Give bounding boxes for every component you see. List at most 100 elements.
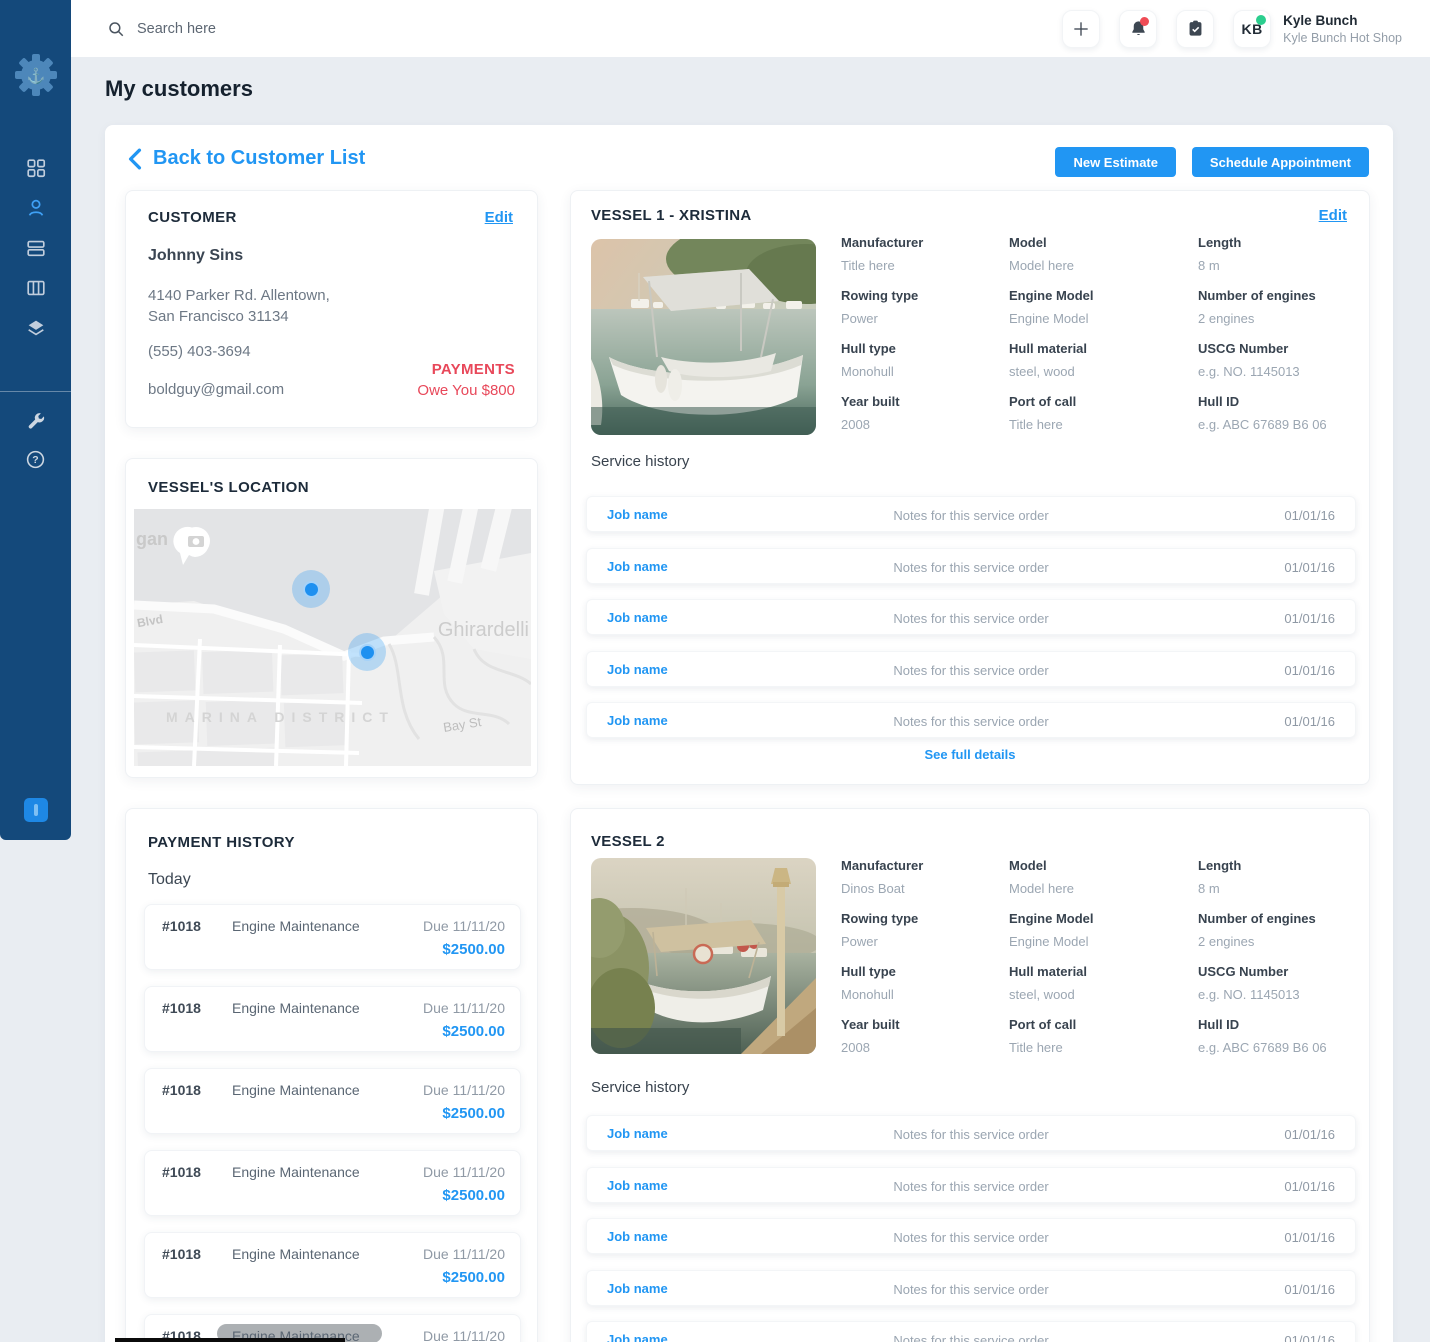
service-row[interactable]: Job name Notes for this service order 01… bbox=[586, 496, 1356, 532]
see-full-details-link[interactable]: See full details bbox=[924, 747, 1016, 762]
service-date: 01/01/16 bbox=[1284, 1230, 1335, 1245]
spec-cell: Manufacturer Dinos Boat bbox=[841, 858, 1009, 911]
service-row[interactable]: Job name Notes for this service order 01… bbox=[586, 547, 1356, 584]
vessel-2-card: VESSEL 2 bbox=[570, 808, 1370, 1342]
service-row[interactable]: Job name Notes for this service order 01… bbox=[586, 702, 1356, 738]
service-job-link[interactable]: Job name bbox=[607, 661, 668, 677]
notification-badge bbox=[1140, 16, 1150, 26]
back-to-customer-list-link[interactable]: Back to Customer List bbox=[127, 147, 365, 170]
add-button[interactable] bbox=[1062, 9, 1101, 48]
spec-cell: Manufacturer Title here bbox=[841, 235, 1009, 288]
service-job-link[interactable]: Job name bbox=[607, 1177, 668, 1193]
camera-pin-icon bbox=[173, 526, 210, 565]
person-icon bbox=[28, 199, 43, 216]
rows-icon bbox=[26, 240, 45, 257]
service-job-link[interactable]: Job name bbox=[607, 1229, 668, 1244]
spec-value: e.g. NO. 1145013 bbox=[1198, 987, 1300, 1002]
search-input[interactable] bbox=[137, 20, 457, 37]
spec-label: Number of engines bbox=[1198, 288, 1316, 303]
vessel-2-photo bbox=[591, 858, 816, 1054]
spec-value: e.g. NO. 1145013 bbox=[1198, 364, 1300, 379]
sidebar-item-customers-active[interactable] bbox=[16, 197, 56, 219]
vessel-1-edit-link[interactable]: Edit bbox=[1318, 207, 1347, 224]
notifications-button[interactable] bbox=[1119, 9, 1158, 48]
schedule-appointment-button[interactable]: Schedule Appointment bbox=[1191, 147, 1369, 177]
vessel-map-marker-2[interactable] bbox=[348, 633, 386, 671]
service-notes: Notes for this service order bbox=[893, 1281, 1049, 1297]
payment-group-label: Today bbox=[148, 871, 191, 888]
service-row[interactable]: Job name Notes for this service order 01… bbox=[586, 1321, 1356, 1342]
user-avatar[interactable]: KB bbox=[1233, 9, 1272, 48]
sidebar-divider bbox=[0, 391, 71, 392]
payment-row[interactable]: #1018 Engine Maintenance Due 11/11/20 $2… bbox=[144, 986, 521, 1052]
spec-value: steel, wood bbox=[1009, 987, 1075, 1002]
spec-value: 2 engines bbox=[1198, 934, 1255, 949]
payment-amount: $2500.00 bbox=[442, 1187, 505, 1204]
service-job-link[interactable]: Job name bbox=[607, 610, 668, 625]
sidebar-item-inventory[interactable] bbox=[16, 317, 56, 339]
service-row[interactable]: Job name Notes for this service order 01… bbox=[586, 599, 1356, 635]
spec-cell: Number of engines 2 engines bbox=[1198, 911, 1351, 964]
new-estimate-button[interactable]: New Estimate bbox=[1055, 147, 1176, 177]
sidebar-item-help[interactable]: ? bbox=[16, 448, 56, 470]
service-notes: Notes for this service order bbox=[893, 559, 1049, 575]
spec-cell: Hull type Monohull bbox=[841, 964, 1009, 1017]
spec-value: Engine Model bbox=[1009, 934, 1089, 949]
chevron-left-icon bbox=[128, 148, 142, 169]
vessel-1-specs: Manufacturer Title here Model Model here L… bbox=[841, 235, 1351, 447]
payment-row[interactable]: #1018 Engine Maintenance Due 11/11/20 $2… bbox=[144, 1150, 521, 1216]
spec-value: 8 m bbox=[1198, 881, 1220, 896]
collapse-sidebar-button[interactable] bbox=[23, 798, 48, 822]
vessel-map-marker-1[interactable] bbox=[292, 570, 330, 608]
service-job-link[interactable]: Job name bbox=[607, 713, 668, 728]
payment-row[interactable]: #1018 Engine Maintenance Due 11/11/20 $2… bbox=[144, 904, 521, 970]
spec-value: Title here bbox=[1009, 417, 1063, 432]
sidebar-item-dashboard[interactable] bbox=[16, 157, 56, 179]
user-info: Kyle Bunch Kyle Bunch Hot Shop bbox=[1283, 13, 1402, 45]
sidebar-item-tools[interactable] bbox=[16, 410, 56, 432]
service-date: 01/01/16 bbox=[1284, 611, 1335, 626]
spec-label: Year built bbox=[841, 394, 900, 409]
svg-text:⚓: ⚓ bbox=[26, 67, 45, 85]
payment-desc: Engine Maintenance bbox=[232, 1164, 360, 1180]
service-row[interactable]: Job name Notes for this service order 01… bbox=[586, 1166, 1356, 1203]
vessel-location-map[interactable]: gan Blvd Ghirardelli MARINA DISTRICT Bay… bbox=[134, 509, 531, 766]
clipboard-check-icon bbox=[1189, 20, 1202, 36]
layers-icon bbox=[27, 320, 44, 336]
spec-value: Model here bbox=[1009, 258, 1075, 273]
tasks-button[interactable] bbox=[1176, 9, 1215, 48]
spec-label: Port of call bbox=[1009, 394, 1077, 409]
service-row[interactable]: Job name Notes for this service order 01… bbox=[586, 1218, 1356, 1254]
spec-label: Hull type bbox=[841, 964, 896, 979]
spec-value: 2008 bbox=[841, 417, 870, 432]
payment-row[interactable]: #1018 Engine Maintenance Due 11/11/20 $2… bbox=[144, 1232, 521, 1298]
service-job-link[interactable]: Job name bbox=[607, 1126, 668, 1141]
service-job-link[interactable]: Job name bbox=[607, 1280, 668, 1296]
back-link-label: Back to Customer List bbox=[153, 147, 366, 169]
service-row[interactable]: Job name Notes for this service order 01… bbox=[586, 1269, 1356, 1306]
plus-icon bbox=[1074, 21, 1088, 36]
gray-pill-overlay bbox=[217, 1324, 382, 1342]
location-section-title: VESSEL'S LOCATION bbox=[148, 479, 309, 496]
spec-label: Rowing type bbox=[841, 911, 919, 926]
sidebar-item-board[interactable] bbox=[16, 277, 56, 299]
sidebar-item-orders[interactable] bbox=[16, 237, 56, 259]
vessel-1-title: VESSEL 1 - XRISTINA bbox=[591, 207, 752, 224]
service-row[interactable]: Job name Notes for this service order 01… bbox=[586, 650, 1356, 687]
payment-row[interactable]: #1018 Engine Maintenance Due 11/11/20 $2… bbox=[144, 1068, 521, 1134]
service-row[interactable]: Job name Notes for this service order 01… bbox=[586, 1115, 1356, 1151]
spec-cell: Length 8 m bbox=[1198, 858, 1351, 911]
payment-id: #1018 bbox=[162, 918, 201, 934]
service-job-link[interactable]: Job name bbox=[607, 558, 668, 574]
payment-amount: $2500.00 bbox=[442, 1269, 505, 1286]
user-name: Kyle Bunch bbox=[1283, 12, 1358, 28]
payment-id: #1018 bbox=[162, 1164, 201, 1180]
service-job-link[interactable]: Job name bbox=[607, 507, 668, 522]
spec-value: e.g. ABC 67689 B6 06 bbox=[1198, 417, 1327, 432]
user-company: Kyle Bunch Hot Shop bbox=[1283, 30, 1402, 45]
customer-name: Johnny Sins bbox=[148, 247, 244, 264]
customer-edit-link[interactable]: Edit bbox=[484, 209, 513, 226]
service-job-link[interactable]: Job name bbox=[607, 1332, 668, 1342]
online-status-dot bbox=[1256, 14, 1267, 25]
customer-email: boldguy@gmail.com bbox=[148, 381, 285, 398]
